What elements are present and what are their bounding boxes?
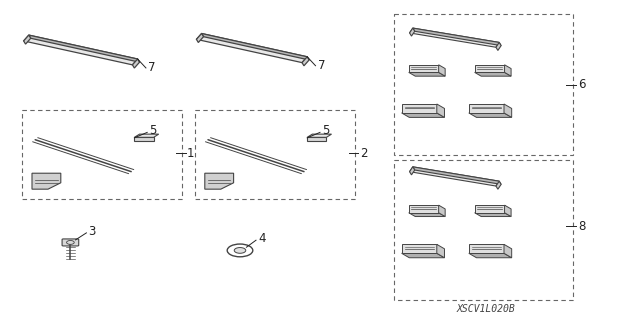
Polygon shape — [307, 134, 332, 137]
Polygon shape — [475, 205, 504, 213]
Polygon shape — [504, 205, 511, 217]
Polygon shape — [409, 213, 445, 217]
Polygon shape — [475, 213, 511, 217]
Bar — [394, 160, 573, 300]
Polygon shape — [409, 65, 438, 72]
Polygon shape — [409, 72, 445, 76]
Polygon shape — [402, 104, 437, 113]
Text: XSCV1L020B: XSCV1L020B — [457, 304, 516, 314]
Text: 5: 5 — [322, 124, 330, 137]
Polygon shape — [504, 65, 511, 76]
Bar — [195, 110, 355, 199]
Polygon shape — [410, 167, 415, 175]
Polygon shape — [410, 167, 499, 186]
Polygon shape — [504, 104, 512, 117]
Polygon shape — [475, 72, 511, 76]
Text: 7: 7 — [318, 59, 326, 72]
Polygon shape — [413, 167, 501, 184]
Polygon shape — [132, 59, 140, 68]
FancyBboxPatch shape — [62, 239, 79, 246]
Polygon shape — [24, 35, 31, 44]
Polygon shape — [496, 42, 501, 50]
Polygon shape — [134, 137, 154, 141]
Text: 2: 2 — [360, 147, 367, 160]
Polygon shape — [29, 35, 140, 62]
Polygon shape — [437, 104, 445, 117]
Polygon shape — [409, 205, 438, 213]
Polygon shape — [202, 33, 309, 60]
Polygon shape — [402, 244, 437, 253]
Polygon shape — [413, 28, 501, 46]
Text: 1: 1 — [186, 147, 194, 160]
Polygon shape — [496, 181, 501, 189]
Polygon shape — [410, 28, 499, 47]
Polygon shape — [475, 65, 504, 72]
Polygon shape — [468, 113, 512, 117]
Polygon shape — [196, 33, 307, 63]
Polygon shape — [437, 244, 445, 258]
Polygon shape — [468, 104, 504, 113]
Polygon shape — [307, 137, 326, 141]
Text: 6: 6 — [578, 78, 586, 91]
Circle shape — [234, 248, 246, 253]
Polygon shape — [410, 28, 415, 36]
Polygon shape — [134, 134, 159, 137]
Polygon shape — [438, 65, 445, 76]
Text: 5: 5 — [149, 124, 157, 137]
Polygon shape — [402, 113, 445, 117]
Bar — [394, 14, 573, 155]
Polygon shape — [504, 244, 512, 258]
Polygon shape — [468, 253, 512, 258]
Polygon shape — [32, 173, 61, 189]
Polygon shape — [205, 173, 234, 189]
Text: 7: 7 — [148, 62, 156, 74]
Polygon shape — [196, 33, 204, 42]
Polygon shape — [302, 57, 309, 66]
Text: 8: 8 — [578, 220, 586, 233]
Text: 3: 3 — [88, 225, 96, 238]
Polygon shape — [402, 253, 445, 258]
Polygon shape — [438, 205, 445, 217]
Polygon shape — [468, 244, 504, 253]
Text: 4: 4 — [258, 232, 266, 245]
Bar — [22, 110, 182, 199]
Polygon shape — [24, 35, 138, 65]
